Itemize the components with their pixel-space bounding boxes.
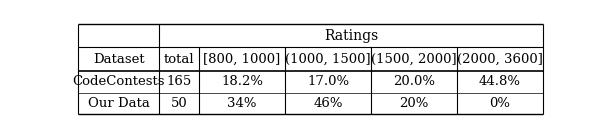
- Text: Dataset: Dataset: [93, 53, 145, 66]
- Text: 0%: 0%: [490, 97, 510, 110]
- Text: (1000, 1500]: (1000, 1500]: [285, 53, 371, 66]
- Text: 17.0%: 17.0%: [307, 75, 349, 88]
- Text: (2000, 3600]: (2000, 3600]: [457, 53, 543, 66]
- Text: 20%: 20%: [399, 97, 428, 110]
- Text: 50: 50: [171, 97, 188, 110]
- Text: total: total: [164, 53, 195, 66]
- Text: 165: 165: [167, 75, 192, 88]
- Text: 18.2%: 18.2%: [221, 75, 263, 88]
- Text: 44.8%: 44.8%: [479, 75, 521, 88]
- Text: Ratings: Ratings: [324, 29, 378, 43]
- Text: (1500, 2000]: (1500, 2000]: [371, 53, 457, 66]
- Text: 46%: 46%: [313, 97, 343, 110]
- Text: 20.0%: 20.0%: [393, 75, 435, 88]
- Text: [800, 1000]: [800, 1000]: [204, 53, 281, 66]
- Text: Our Data: Our Data: [88, 97, 150, 110]
- Text: 34%: 34%: [227, 97, 257, 110]
- Text: CodeContests: CodeContests: [73, 75, 165, 88]
